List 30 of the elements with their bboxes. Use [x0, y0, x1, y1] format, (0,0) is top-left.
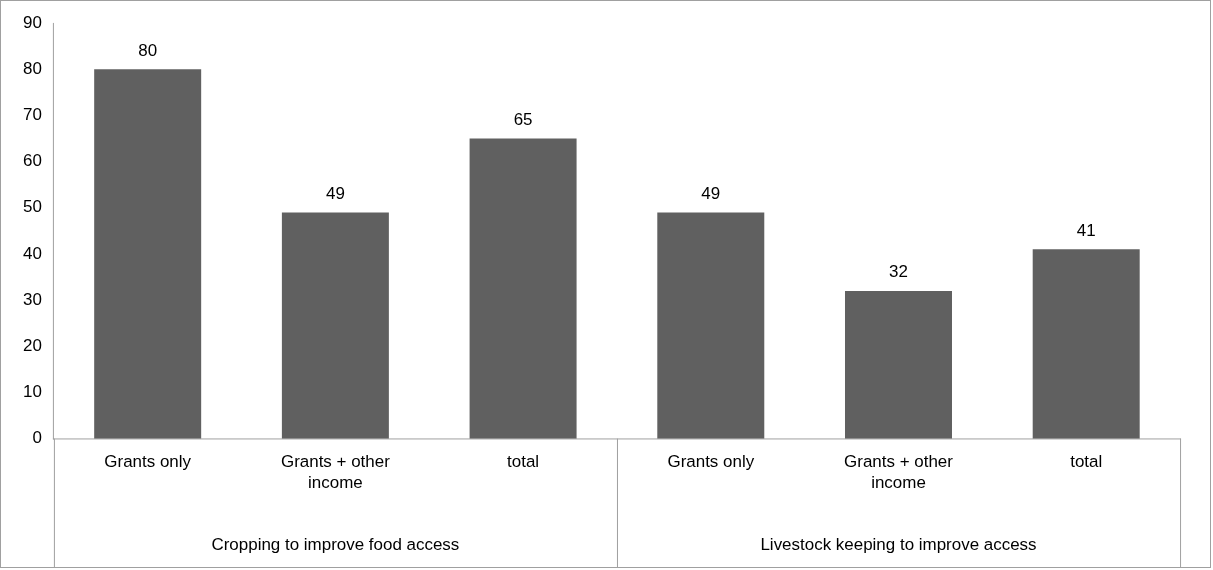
y-tick-label: 90 — [22, 12, 42, 32]
y-tick-label: 30 — [22, 289, 42, 309]
y-tick-label: 40 — [22, 243, 42, 263]
bar — [1032, 249, 1140, 439]
x-tick-label: Grants only — [104, 452, 192, 472]
x-tick-label: total — [507, 452, 540, 472]
y-tick-label: 10 — [22, 382, 42, 402]
data-label: 49 — [701, 183, 721, 203]
y-tick-label: 70 — [22, 105, 42, 125]
text: Cropping to improve food access — [211, 534, 460, 554]
bar — [281, 212, 389, 439]
x-tick-label: Grants + other income — [280, 452, 391, 492]
data-label: 65 — [513, 109, 533, 129]
x-tick-label: Grants only — [667, 452, 755, 472]
y-tick-label: 0 — [32, 428, 42, 448]
y-tick-label: 50 — [22, 197, 42, 217]
text: Livestock keeping to improve access — [760, 534, 1037, 554]
data-label: 32 — [889, 262, 908, 282]
bar — [845, 290, 952, 439]
y-tick-label: 20 — [22, 336, 42, 355]
y-tick-label: 60 — [22, 151, 42, 171]
x-tick-label: Grants + other income — [844, 452, 954, 492]
data-label: 80 — [138, 40, 158, 60]
bar — [469, 138, 577, 439]
x-tick-label: total — [1070, 452, 1103, 472]
y-tick-label: 80 — [22, 58, 42, 78]
data-label: 41 — [1076, 220, 1096, 240]
bar — [657, 212, 765, 439]
data-label: 49 — [325, 183, 345, 203]
bar — [94, 69, 202, 439]
